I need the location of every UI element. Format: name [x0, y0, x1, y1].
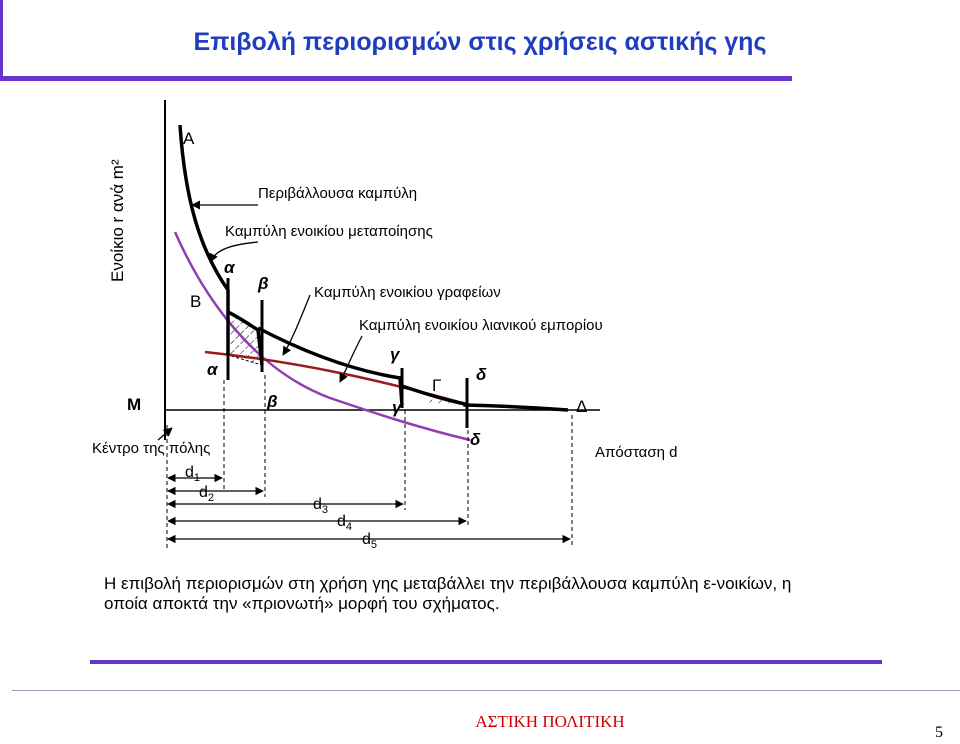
- envelope-curve-label: Περιβάλλουσα καμπύλη: [258, 185, 418, 202]
- offices-leader: [282, 294, 311, 356]
- gamma-bottom-label: γ: [392, 398, 402, 417]
- envelope-curve: [178, 124, 569, 412]
- beta-bottom-label: β: [267, 392, 278, 411]
- purple-rent-curve: [173, 231, 471, 442]
- delta-top-label: δ: [476, 365, 487, 384]
- delta-bottom-label: δ: [470, 430, 481, 449]
- manufacturing-leader: [209, 241, 259, 263]
- point-B: B: [190, 292, 202, 311]
- city-center-label: Κέντρο της πόλης: [92, 440, 211, 457]
- point-Gamma: Γ: [432, 376, 442, 395]
- d3-label: d3: [313, 496, 329, 517]
- left-decor-bar: [0, 0, 3, 80]
- center-leader: [157, 427, 173, 441]
- bottom-rule: [12, 690, 960, 691]
- d2-label: d2: [199, 484, 215, 505]
- retail-leader: [339, 335, 363, 383]
- point-Delta: Δ: [576, 397, 588, 416]
- caption: Η επιβολή περιορισμών στη χρήση γης μετα…: [104, 574, 792, 613]
- point-M: M: [127, 395, 142, 414]
- bottom-bar: [90, 660, 882, 664]
- d4-label: d4: [337, 513, 353, 534]
- d5-label: d5: [362, 531, 378, 552]
- point-A: A: [183, 129, 195, 148]
- d1-label: d1: [185, 464, 201, 485]
- page-number: 5: [935, 724, 943, 741]
- beta-top-label: β: [258, 274, 269, 293]
- alpha-bottom-label: α: [207, 360, 218, 379]
- retail-curve-label: Καμπύλη ενοικίου λιανικού εμπορίου: [359, 317, 603, 334]
- manufacturing-curve-label: Καμπύλη ενοικίου μεταποίησης: [225, 223, 433, 240]
- alpha-top-label: α: [224, 258, 235, 277]
- distance-axis-label: Απόσταση d: [595, 444, 678, 461]
- footer-title: ΑΣΤΙΚΗ ΠΟΛΙΤΙΚΗ: [475, 712, 625, 731]
- page-title: Επιβολή περιορισμών στις χρήσεις αστικής…: [193, 28, 767, 56]
- offices-curve-label: Καμπύλη ενοικίου γραφείων: [314, 284, 501, 301]
- title-underline: [0, 76, 792, 81]
- gamma-top-label: γ: [390, 345, 400, 364]
